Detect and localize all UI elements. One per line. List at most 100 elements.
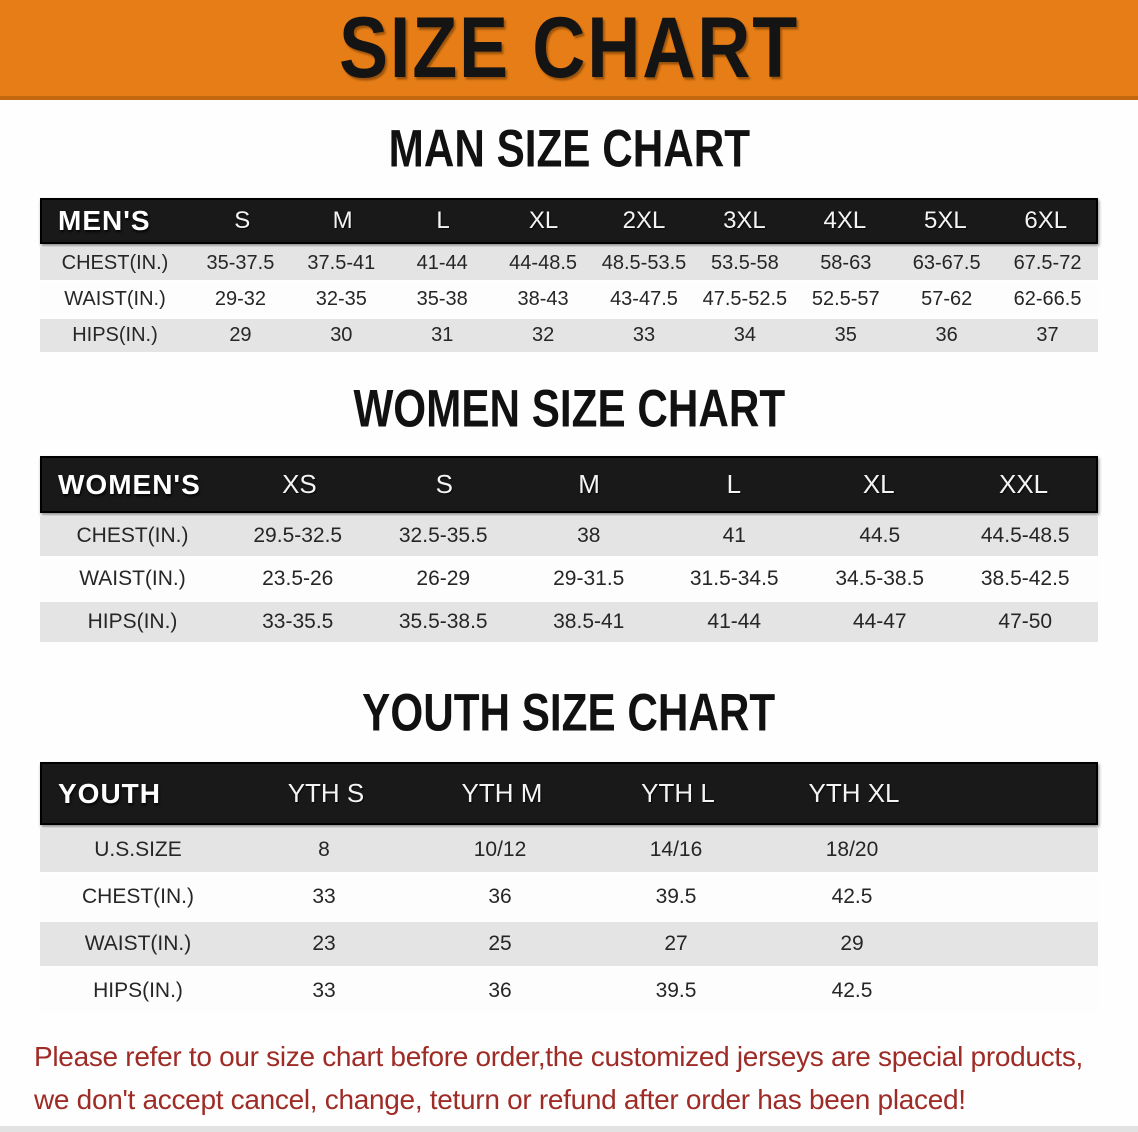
table-corner-label: MEN'S — [58, 205, 151, 236]
table-cell: 57-62 — [921, 288, 973, 310]
table-cell: 37.5-41 — [307, 252, 376, 274]
table-cell: 29 — [229, 324, 252, 346]
table-cell: 48.5-53.5 — [601, 252, 687, 274]
size-chart-banner: SIZE CHART — [0, 0, 1138, 100]
table-cell: 36 — [935, 324, 958, 346]
column-header: M — [332, 207, 353, 234]
table-cell: 27 — [664, 932, 688, 955]
table-cell: 35-38 — [416, 288, 468, 310]
table-cell: 29.5-32.5 — [253, 524, 343, 547]
table-cell: 63-67.5 — [912, 252, 981, 274]
column-header: YTH L — [641, 778, 715, 808]
column-header: 4XL — [823, 207, 867, 234]
bottom-edge-bar — [0, 1126, 1138, 1132]
table-row: HIPS(IN.) 29 30 31 32 33 34 35 36 37 — [40, 319, 1098, 352]
women-size-table: WOMEN'S XS S M L XL XXL CHEST(IN.) 29.5-32.5 32.… — [40, 456, 1098, 642]
row-label: HIPS(IN.) — [93, 979, 183, 1002]
table-cell: 47-50 — [998, 610, 1053, 633]
row-label: U.S.SIZE — [94, 838, 182, 861]
table-cell: 31.5-34.5 — [689, 567, 779, 590]
youth-section-heading-text: YOUTH SIZE CHART — [362, 684, 776, 743]
table-cell: 38 — [577, 524, 601, 547]
table-cell: 30 — [330, 324, 353, 346]
table-cell: 44-48.5 — [509, 252, 578, 274]
table-row: HIPS(IN.) 33-35.5 35.5-38.5 38.5-41 41-44 44-… — [40, 602, 1098, 642]
disclaimer-line-2: we don't accept cancel, change, teturn o… — [34, 1084, 966, 1116]
column-header: 6XL — [1024, 207, 1068, 234]
table-cell: 33-35.5 — [262, 610, 334, 633]
row-label: WAIST(IN.) — [84, 932, 192, 955]
table-cell: 29-31.5 — [553, 567, 625, 590]
table-cell: 41-44 — [416, 252, 468, 274]
table-cell: 25 — [488, 932, 512, 955]
column-header: 5XL — [923, 207, 967, 234]
table-cell: 38-43 — [517, 288, 569, 310]
table-cell: 29-32 — [214, 288, 267, 310]
youth-size-table: YOUTH YTH S YTH M YTH L YTH XL U.S.SIZE 8 10/1… — [40, 762, 1098, 1013]
row-label: WAIST(IN.) — [79, 567, 186, 590]
table-cell: 42.5 — [831, 885, 873, 908]
table-cell: 18/20 — [825, 838, 879, 861]
table-corner-label: WOMEN'S — [58, 468, 201, 500]
women-table-header: WOMEN'S XS S M L XL XXL — [40, 456, 1098, 513]
table-row: WAIST(IN.) 29-32 32-35 35-38 38-43 43-47.5 47.… — [40, 283, 1098, 316]
row-label: CHEST(IN.) — [76, 524, 189, 547]
column-header: XXL — [998, 469, 1049, 499]
row-label: CHEST(IN.) — [82, 885, 194, 908]
table-cell: 33 — [312, 979, 336, 1002]
youth-table-header: YOUTH YTH S YTH M YTH L YTH XL — [40, 762, 1098, 825]
table-cell: 32 — [531, 324, 555, 346]
table-row: CHEST(IN.) 33 36 39.5 42.5 — [40, 875, 1098, 919]
column-header: L — [726, 469, 742, 499]
disclaimer-note: Please refer to our size chart before or… — [34, 1035, 1104, 1122]
row-label: HIPS(IN.) — [72, 324, 158, 346]
table-cell: 23 — [312, 932, 336, 955]
column-header: XS — [282, 469, 317, 499]
table-cell: 35 — [834, 324, 857, 346]
table-cell: 67.5-72 — [1013, 252, 1082, 274]
table-row: CHEST(IN.) 29.5-32.5 32.5-35.5 38 41 44.5 44.5… — [40, 516, 1098, 556]
table-cell: 38.5-41 — [553, 610, 625, 633]
table-cell: 43-47.5 — [610, 288, 678, 310]
table-cell: 62-66.5 — [1013, 288, 1082, 310]
table-cell: 34.5-38.5 — [835, 567, 925, 590]
column-header: S — [234, 207, 251, 234]
table-cell: 42.5 — [831, 979, 873, 1002]
banner-title: SIZE CHART — [339, 0, 799, 96]
table-cell: 44-47 — [852, 610, 907, 633]
table-cell: 38.5-42.5 — [980, 567, 1070, 590]
men-size-table: MEN'S S M L XL 2XL 3XL 4XL 5XL 6XL CHEST(IN.) 35-3… — [40, 198, 1098, 352]
table-cell: 29 — [840, 932, 864, 955]
table-corner-label: YOUTH — [58, 777, 161, 809]
table-cell: 47.5-52.5 — [702, 288, 788, 310]
table-cell: 14/16 — [649, 838, 703, 861]
column-header: XL — [528, 207, 559, 234]
table-cell: 39.5 — [655, 885, 697, 908]
table-cell: 52.5-57 — [811, 288, 880, 310]
table-cell: 34 — [733, 324, 756, 346]
table-cell: 8 — [318, 838, 330, 861]
table-cell: 41-44 — [707, 610, 762, 633]
disclaimer-line-1: Please refer to our size chart before or… — [34, 1041, 1084, 1072]
men-table-header: MEN'S S M L XL 2XL 3XL 4XL 5XL 6XL — [40, 198, 1098, 244]
column-header: YTH M — [461, 778, 543, 808]
table-cell: 33 — [312, 885, 336, 908]
women-section-heading: WOMEN SIZE CHART — [0, 383, 1138, 436]
table-cell: 33 — [632, 324, 656, 346]
column-header: YTH S — [287, 778, 365, 808]
table-row: HIPS(IN.) 33 36 39.5 42.5 — [40, 969, 1098, 1013]
table-cell: 39.5 — [655, 979, 697, 1002]
youth-section-heading: YOUTH SIZE CHART — [0, 684, 1138, 743]
table-cell: 23.5-26 — [262, 567, 334, 590]
men-section-heading: MAN SIZE CHART — [0, 120, 1138, 179]
table-cell: 37 — [1036, 324, 1059, 346]
table-cell: 36 — [488, 885, 512, 908]
table-cell: 31 — [431, 324, 454, 346]
men-section-heading-text: MAN SIZE CHART — [388, 120, 750, 179]
table-cell: 10/12 — [473, 838, 527, 861]
column-header: 3XL — [723, 207, 766, 234]
column-header: L — [436, 207, 450, 234]
table-cell: 41 — [722, 524, 746, 547]
column-header: M — [578, 469, 600, 499]
table-cell: 44.5 — [859, 524, 901, 547]
